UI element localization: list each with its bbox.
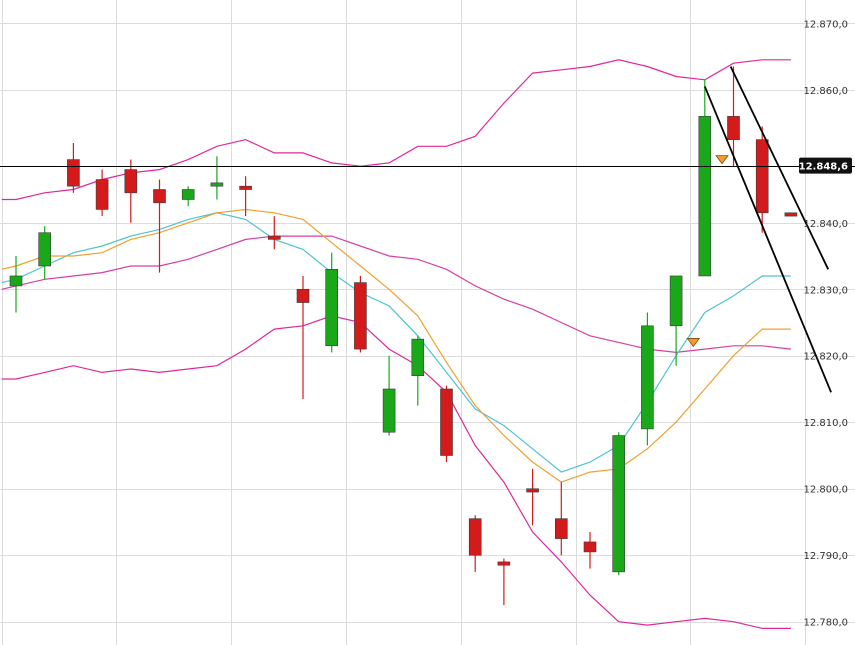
candle-body [124, 169, 138, 194]
signal-marker [686, 338, 701, 348]
candle-body [325, 269, 339, 347]
candle-body [641, 325, 654, 430]
candle [698, 79, 712, 277]
candle [181, 186, 195, 207]
candle [95, 169, 109, 217]
candle-body [296, 288, 310, 303]
candle [526, 468, 539, 526]
candle-body [411, 338, 425, 376]
y-tick-label: 12.870,0 [803, 19, 848, 30]
current-price-label: 12.848,6 [799, 162, 848, 173]
trend-line [703, 86, 832, 393]
candle [153, 179, 166, 273]
candle [296, 275, 310, 399]
candle [641, 312, 654, 446]
candle [468, 515, 482, 572]
candle [612, 432, 626, 576]
candle [755, 126, 769, 233]
series-line-bb-middle [1, 235, 791, 354]
candle-body [784, 212, 798, 217]
series-line-slow-ma [1, 208, 791, 483]
candle-body [612, 435, 626, 573]
candle-body [67, 159, 80, 187]
overlays [0, 66, 855, 393]
candle-body [554, 518, 568, 539]
y-tick-label: 12.830,0 [803, 285, 848, 296]
candle [382, 355, 396, 436]
candle [38, 226, 52, 280]
candle-body [38, 232, 52, 267]
signal-marker [715, 155, 729, 165]
candle-body [181, 189, 195, 200]
y-axis: 12.870,0 12.860,0 12.840,0 12.830,0 12.820,0… [799, 19, 852, 629]
candle-body [583, 541, 597, 553]
candle-body [698, 116, 712, 277]
candle [669, 275, 683, 366]
candle [411, 335, 425, 406]
candle-body [669, 275, 683, 327]
series-line-bb-upper [1, 59, 791, 201]
y-tick-label: 12.810,0 [803, 418, 848, 429]
candle [239, 176, 252, 217]
candles [9, 66, 798, 606]
y-tick-label: 12.840,0 [803, 219, 848, 230]
candle-body [239, 185, 252, 190]
candle-body [468, 518, 482, 556]
y-tick-label: 12.860,0 [803, 86, 848, 97]
candle [784, 212, 798, 217]
y-tick-label: 12.800,0 [803, 485, 848, 496]
candle-body [153, 189, 166, 204]
candle [497, 558, 511, 606]
candle-body [440, 388, 453, 456]
candle [583, 531, 597, 569]
candle [440, 385, 453, 463]
y-tick-label: 12.820,0 [803, 352, 848, 363]
candle [354, 275, 367, 353]
candle-body [267, 235, 281, 240]
candle-body [727, 116, 740, 140]
indicator-lines [1, 59, 791, 630]
current-price-tag [799, 157, 852, 174]
candle-body [755, 139, 769, 214]
candle [9, 256, 23, 313]
trend-line [729, 66, 830, 270]
candle [325, 252, 339, 353]
candle [267, 216, 281, 250]
candle [554, 482, 568, 556]
candle-body [354, 282, 367, 350]
candle [727, 66, 740, 167]
candle-body [382, 388, 396, 433]
y-tick-label: 12.790,0 [803, 551, 848, 562]
candle-body [497, 561, 511, 566]
candle-body [210, 182, 224, 187]
candle [210, 156, 224, 200]
candle-body [526, 488, 539, 493]
series-line-bb-lower [1, 315, 791, 630]
series-line-fast-ma [1, 212, 791, 473]
candle [124, 159, 138, 223]
y-tick-label: 12.780,0 [803, 618, 848, 629]
candle-body [95, 179, 109, 210]
candle-body [9, 275, 23, 287]
